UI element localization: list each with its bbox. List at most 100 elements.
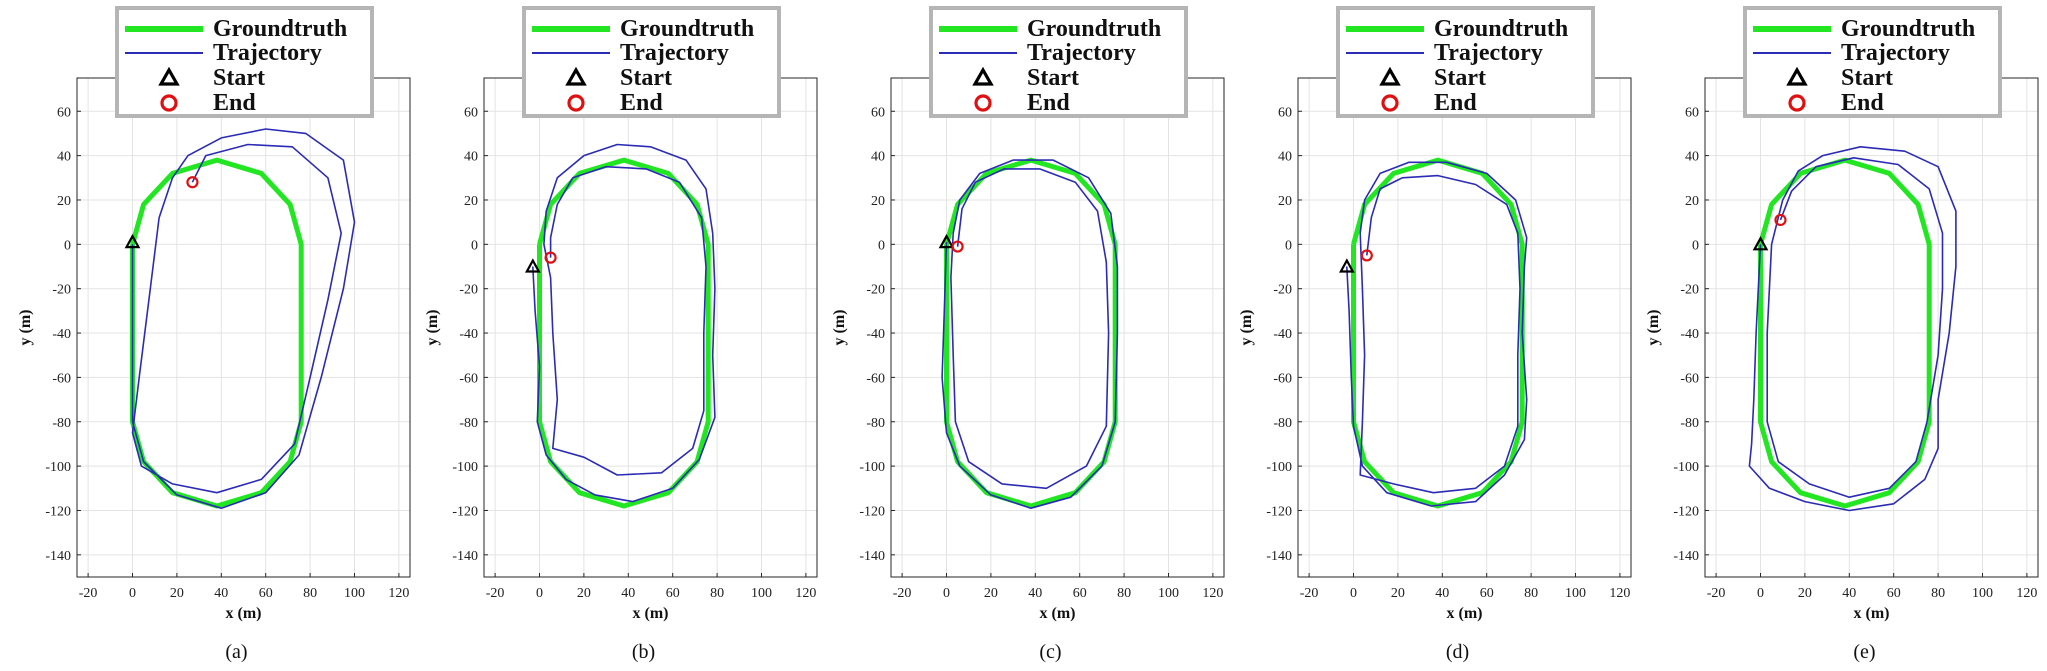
y-tick-label: -120 <box>1673 504 1699 519</box>
x-tick-label: 40 <box>621 586 635 601</box>
plot-area <box>891 78 1224 577</box>
trajectory-line <box>532 143 716 503</box>
groundtruth-line <box>1351 157 1525 509</box>
y-tick-label: 60 <box>464 105 478 120</box>
y-tick-label: 40 <box>1685 150 1699 165</box>
legend-label: Start <box>620 65 672 91</box>
legend-start-icon <box>1786 66 1808 86</box>
y-tick-label: -140 <box>1266 549 1292 564</box>
end-marker <box>951 240 964 253</box>
y-axis-label: y (m) <box>1645 310 1662 346</box>
x-tick-label: 40 <box>214 586 228 601</box>
y-tick-label: -80 <box>1680 416 1699 431</box>
y-tick-label: 20 <box>1278 194 1292 209</box>
x-tick-label: 40 <box>1435 586 1449 601</box>
y-tick-label: -40 <box>459 327 478 342</box>
end-marker <box>544 251 557 264</box>
legend-label: Trajectory <box>1027 40 1136 66</box>
x-tick-label: 80 <box>1117 586 1131 601</box>
start-marker <box>524 258 541 273</box>
y-tick-label: -40 <box>1273 327 1292 342</box>
x-tick-label: 0 <box>943 586 950 601</box>
x-axis-label: x (m) <box>226 605 262 622</box>
y-tick-label: -20 <box>1680 283 1699 298</box>
legend-label: End <box>620 90 663 116</box>
legend-label: Start <box>1841 65 1893 91</box>
y-tick-label: -20 <box>866 283 885 298</box>
legend-label: Start <box>1434 65 1486 91</box>
y-tick-label: 0 <box>1285 238 1292 253</box>
x-tick-label: 80 <box>1524 586 1538 601</box>
x-tick-label: 100 <box>1158 586 1179 601</box>
trajectory-line <box>941 159 1119 509</box>
y-tick-label: -60 <box>1680 371 1699 386</box>
legend-label: Trajectory <box>1841 40 1950 66</box>
chart-panel-c: -20 0 20 40 60 80 100 120 -140 -120 -100 -80 -60 -40 -… <box>831 6 1225 663</box>
y-tick-label: 40 <box>1278 150 1292 165</box>
x-tick-label: -20 <box>1707 586 1726 601</box>
y-tick-label: -60 <box>1273 371 1292 386</box>
y-tick-label: 0 <box>1692 238 1699 253</box>
x-tick-label: 120 <box>795 586 816 601</box>
x-tick-label: 0 <box>1350 586 1357 601</box>
x-tick-label: 20 <box>1798 586 1812 601</box>
y-axis-label: y (m) <box>17 310 34 346</box>
trajectory-line <box>1748 146 1957 512</box>
panel-caption: (a) <box>225 641 247 663</box>
y-tick-label: -80 <box>866 416 885 431</box>
x-tick-label: 80 <box>303 586 317 601</box>
y-tick-label: 60 <box>871 105 885 120</box>
y-tick-label: -140 <box>859 549 885 564</box>
x-axis-label: x (m) <box>1854 605 1890 622</box>
x-tick-label: 80 <box>710 586 724 601</box>
y-tick-label: -80 <box>52 416 71 431</box>
y-tick-label: 0 <box>471 238 478 253</box>
x-tick-label: 100 <box>344 586 365 601</box>
legend-start-icon <box>972 66 994 86</box>
x-tick-label: 100 <box>1565 586 1586 601</box>
chart-panel-b: -20 0 20 40 60 80 100 120 -140 -120 -100 -80 -60 -40 -… <box>424 6 818 663</box>
y-tick-label: -120 <box>452 504 478 519</box>
legend-label: Start <box>1027 65 1079 91</box>
legend-label: End <box>213 90 256 116</box>
legend-end-icon <box>1381 94 1399 112</box>
x-tick-label: 60 <box>1887 586 1901 601</box>
x-tick-label: 80 <box>1931 586 1945 601</box>
x-axis-label: x (m) <box>1040 605 1076 622</box>
panel-caption: (d) <box>1446 641 1469 663</box>
y-axis-label: y (m) <box>1238 310 1255 346</box>
panel-caption: (e) <box>1853 641 1875 663</box>
y-tick-label: -20 <box>459 283 478 298</box>
x-tick-label: 120 <box>2016 586 2037 601</box>
chart-panel-a: -20 0 20 40 60 80 100 120 -140 -120 -100 -80 -60 -40 -… <box>17 6 411 663</box>
y-tick-label: -100 <box>452 460 478 475</box>
end-marker <box>186 176 199 189</box>
x-tick-label: 60 <box>259 586 273 601</box>
x-tick-label: 0 <box>129 586 136 601</box>
y-tick-label: -100 <box>1673 460 1699 475</box>
y-tick-label: -100 <box>859 460 885 475</box>
y-axis-label: y (m) <box>831 310 848 346</box>
y-tick-label: -60 <box>866 371 885 386</box>
legend-label: Groundtruth <box>1841 16 1975 42</box>
y-tick-label: -140 <box>1673 549 1699 564</box>
y-tick-label: -120 <box>45 504 71 519</box>
groundtruth-line <box>1758 157 1932 509</box>
x-tick-label: 120 <box>1609 586 1630 601</box>
y-axis-label: y (m) <box>424 310 441 346</box>
legend-start-icon <box>158 66 180 86</box>
end-marker <box>1774 213 1787 227</box>
end-marker <box>1360 249 1373 262</box>
trajectory-line <box>1346 161 1528 507</box>
y-tick-label: -100 <box>1266 460 1292 475</box>
legend-label: Groundtruth <box>1027 16 1161 42</box>
y-tick-label: -120 <box>1266 504 1292 519</box>
x-tick-label: 20 <box>1391 586 1405 601</box>
y-tick-label: -80 <box>459 416 478 431</box>
legend-label: Groundtruth <box>213 16 347 42</box>
legend-label: Trajectory <box>213 40 322 66</box>
